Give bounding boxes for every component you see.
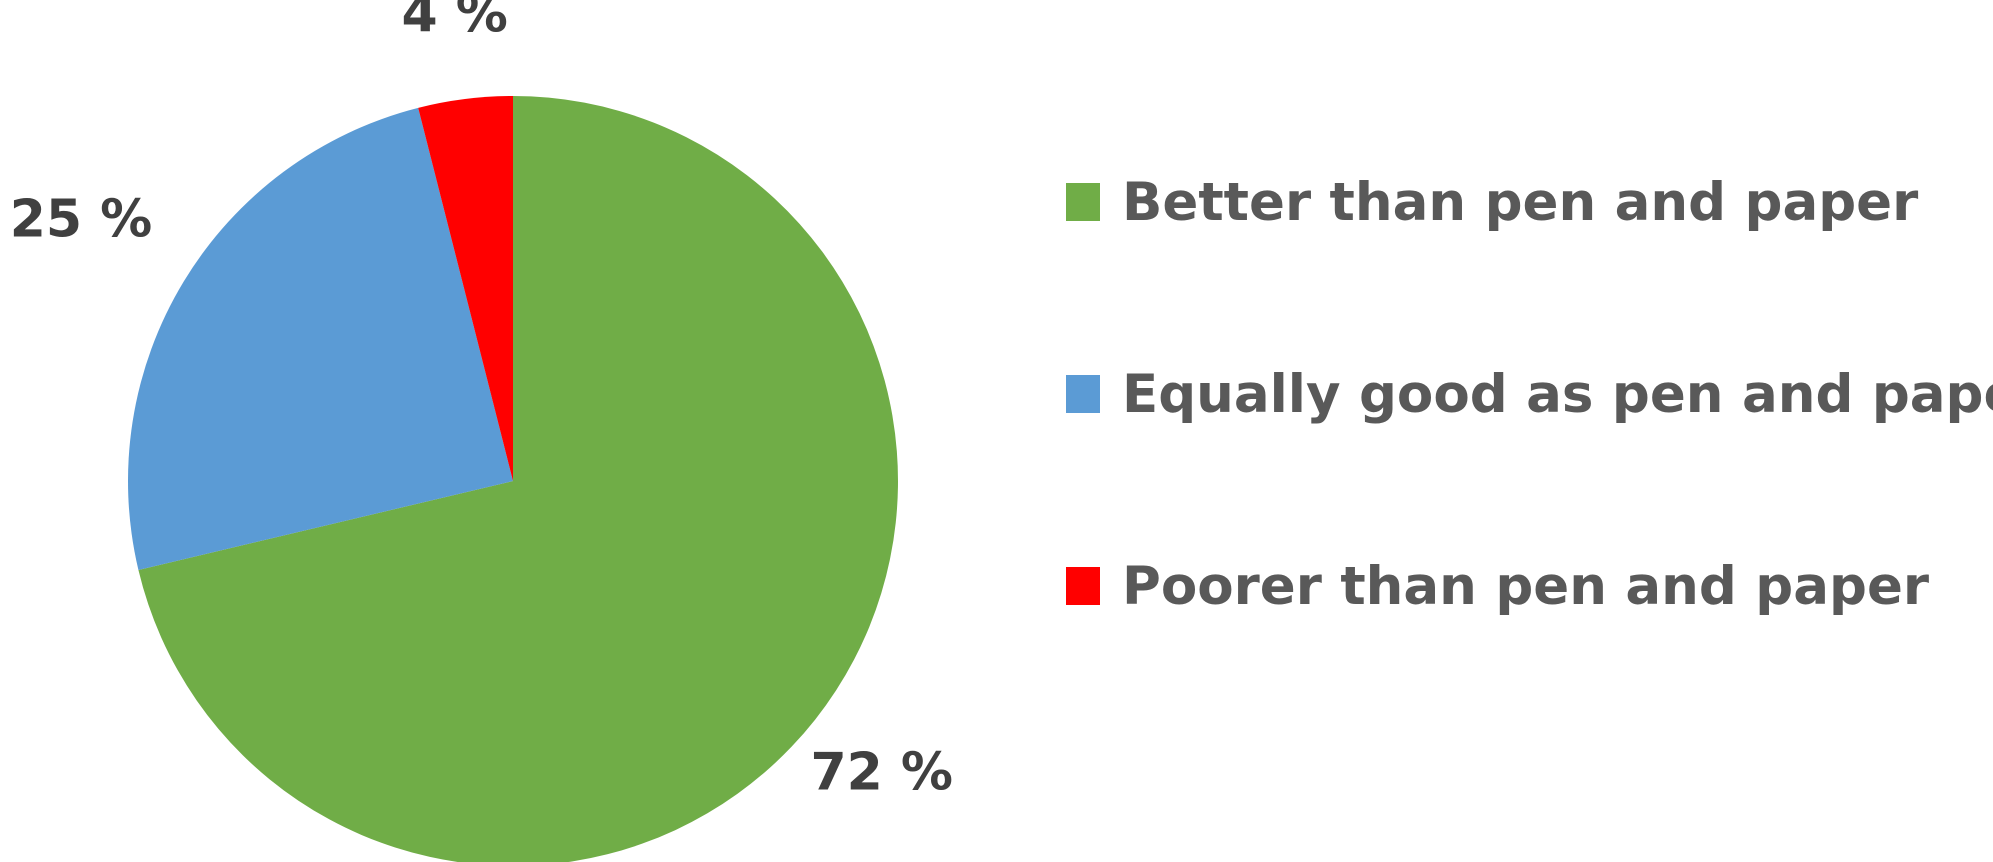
legend-label-better: Better than pen and paper — [1122, 171, 1919, 233]
pie-slice-equally-good — [127, 107, 513, 571]
pie-slice-poorer — [418, 96, 513, 481]
data-label-better: 72 % — [810, 742, 953, 802]
legend-label-poorer: Poorer than pen and paper — [1122, 555, 1930, 617]
pie-slices — [127, 96, 898, 862]
legend-item-poorer: Poorer than pen and paper — [1066, 546, 1993, 626]
legend-label-equally-good: Equally good as pen and paper — [1122, 363, 1993, 425]
legend-swatch-poorer — [1066, 567, 1100, 605]
legend-swatch-better — [1066, 183, 1100, 221]
legend-swatch-equally-good — [1066, 375, 1100, 413]
data-label-equally-good: 25 % — [10, 189, 153, 249]
pie-slice-better — [138, 96, 898, 862]
data-label-poorer: 4 % — [401, 0, 507, 45]
legend-item-better: Better than pen and paper — [1066, 162, 1993, 242]
pie-data-labels: 72 % 25 % 4 % — [10, 0, 953, 802]
legend-item-equally-good: Equally good as pen and paper — [1066, 354, 1993, 434]
legend: Better than pen and paper Equally good a… — [1066, 162, 1993, 738]
